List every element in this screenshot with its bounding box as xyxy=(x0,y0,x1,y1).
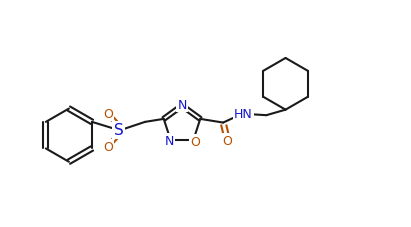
Text: O: O xyxy=(223,134,233,147)
Text: N: N xyxy=(164,134,174,147)
Text: O: O xyxy=(103,141,113,153)
Text: S: S xyxy=(113,123,123,138)
Text: N: N xyxy=(177,98,187,111)
Text: HN: HN xyxy=(234,107,253,120)
Text: O: O xyxy=(103,107,113,120)
Text: O: O xyxy=(190,135,200,148)
